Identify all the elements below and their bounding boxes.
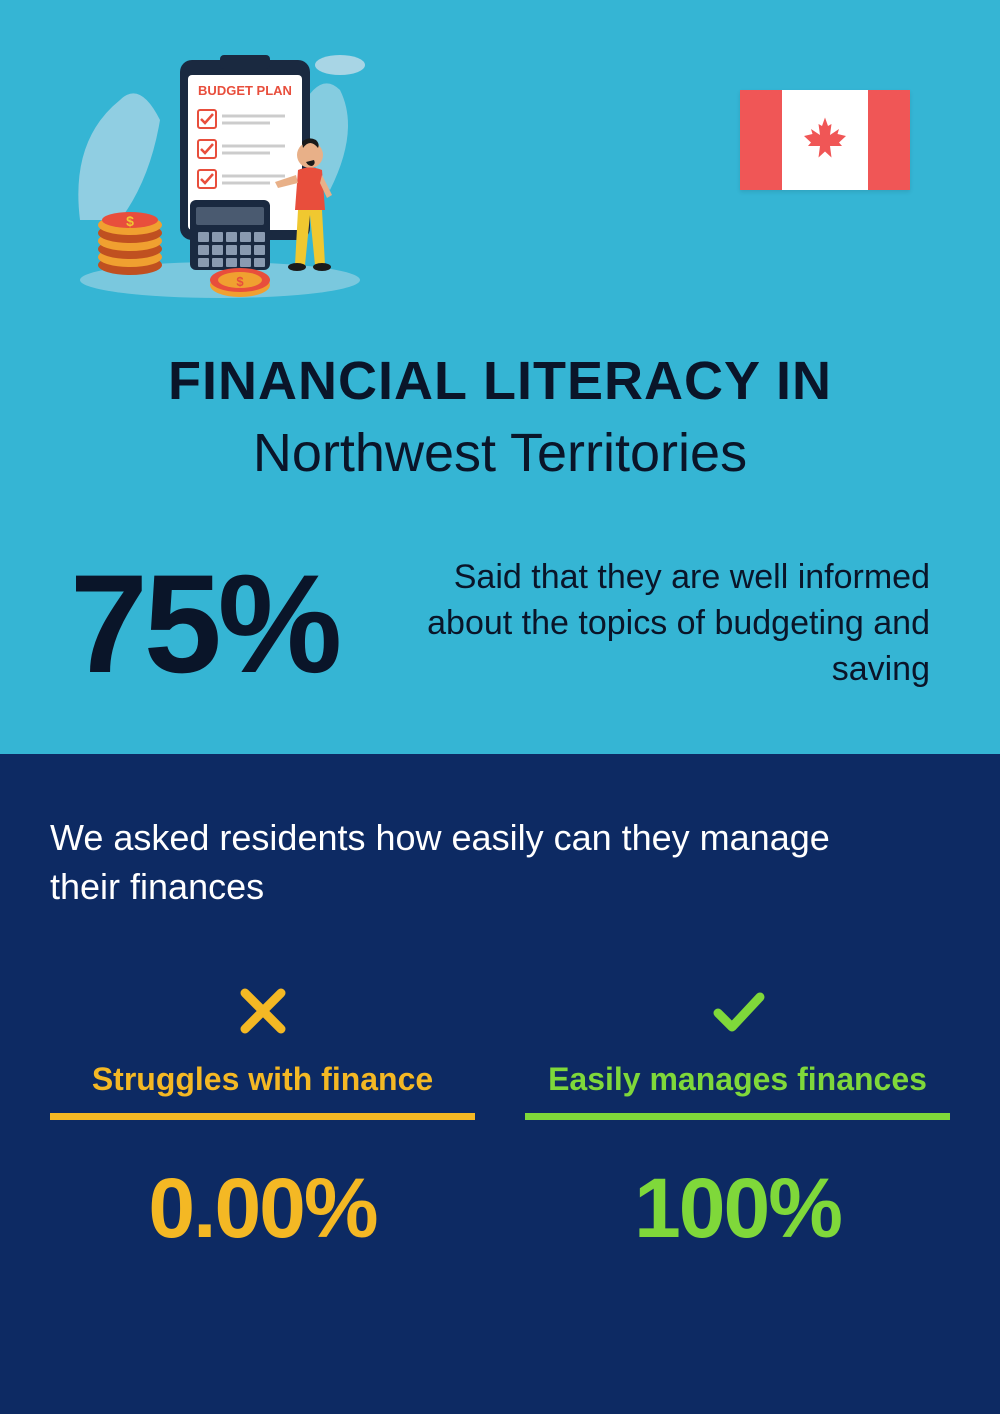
question-text: We asked residents how easily can they m… (50, 814, 830, 911)
flag-left-stripe (740, 90, 782, 190)
manages-value: 100% (634, 1160, 841, 1257)
maple-leaf-icon (800, 115, 850, 165)
infographic-page: BUDGET PLAN (0, 0, 1000, 1414)
budget-plan-text: BUDGET PLAN (198, 83, 292, 98)
comparison-row: Struggles with finance 0.00% Easily mana… (50, 981, 950, 1257)
struggles-divider (50, 1113, 475, 1120)
flag-center (782, 90, 868, 190)
canada-flag (740, 90, 910, 190)
struggles-value: 0.00% (148, 1160, 376, 1257)
manages-column: Easily manages finances 100% (525, 981, 950, 1257)
title-sub: Northwest Territories (60, 422, 940, 484)
main-stat-description: Said that they are well informed about t… (378, 555, 930, 693)
bottom-section: We asked residents how easily can they m… (0, 754, 1000, 1414)
title-block: FINANCIAL LITERACY IN Northwest Territor… (60, 350, 940, 484)
struggles-label: Struggles with finance (92, 1061, 433, 1098)
manages-divider (525, 1113, 950, 1120)
flag-right-stripe (868, 90, 910, 190)
svg-text:$: $ (126, 213, 134, 229)
svg-text:$: $ (236, 274, 244, 289)
header-images-row: BUDGET PLAN (60, 40, 940, 300)
budget-illustration: BUDGET PLAN (60, 40, 380, 300)
title-main: FINANCIAL LITERACY IN (60, 350, 940, 412)
manages-label: Easily manages finances (548, 1061, 927, 1098)
struggles-column: Struggles with finance 0.00% (50, 981, 475, 1257)
cross-icon (233, 981, 293, 1041)
check-icon (708, 981, 768, 1041)
main-stat-value: 75% (70, 554, 338, 694)
top-section: BUDGET PLAN (0, 0, 1000, 754)
main-stat-row: 75% Said that they are well informed abo… (60, 554, 940, 694)
